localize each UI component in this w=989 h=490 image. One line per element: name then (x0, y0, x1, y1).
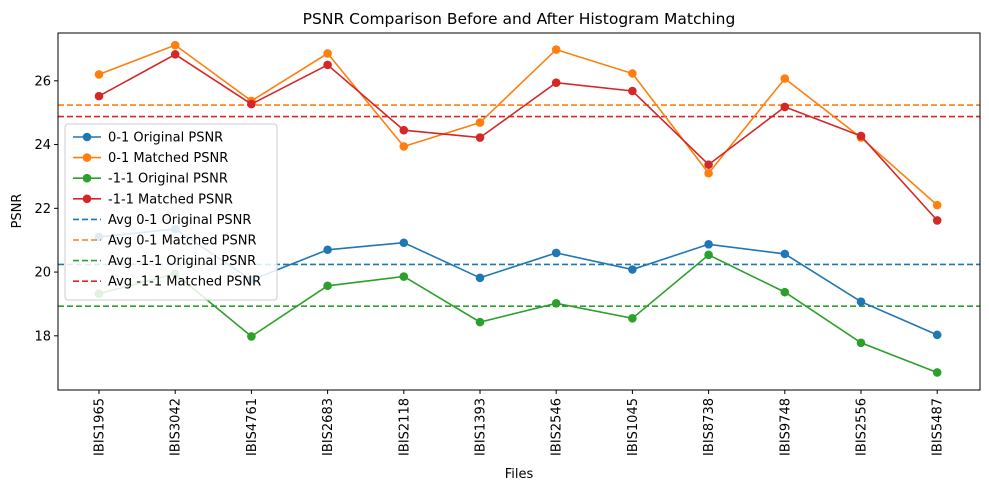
x-tick-label: IBIS2683 (321, 398, 336, 456)
y-tick-label: 26 (34, 74, 51, 89)
data-point (323, 281, 332, 291)
data-point (475, 317, 485, 327)
legend-label: Avg -1-1 Matched PSNR (108, 275, 261, 290)
data-point (475, 133, 485, 142)
x-tick-label: IBIS5487 (931, 398, 946, 456)
data-point (932, 200, 942, 210)
data-point (704, 168, 713, 178)
x-tick-label: IBIS2546 (550, 398, 565, 456)
series-line (98, 253, 938, 374)
data-point (247, 332, 256, 341)
x-tick-label: IBIS3042 (169, 398, 184, 456)
data-point (551, 299, 561, 308)
x-axis: IBIS1965 IBIS3042 IBIS4761 IBIS2683 IBIS2118… (93, 390, 946, 456)
data-point (628, 69, 637, 78)
data-point (170, 50, 180, 59)
data-point (932, 216, 942, 225)
y-axis-label: PSNR (10, 194, 25, 229)
x-tick-label: IBIS1045 (626, 398, 641, 456)
data-point (932, 368, 942, 377)
legend-marker (82, 132, 92, 142)
y-tick-label: 24 (34, 138, 51, 153)
series-line (98, 44, 938, 206)
x-axis-label: Files (505, 467, 534, 482)
x-tick-label: IBIS4761 (245, 398, 260, 456)
data-point (780, 74, 790, 83)
plot-frame (57, 32, 981, 391)
y-tick-label: 20 (34, 266, 51, 281)
data-point (399, 125, 409, 135)
y-axis: 18 20 22 24 26 (34, 74, 58, 344)
data-point (704, 250, 713, 260)
y-tick-label: 18 (34, 329, 51, 344)
legend-label: Avg 0-1 Original PSNR (108, 213, 251, 228)
series-line (98, 53, 938, 221)
x-tick-label: IBIS1393 (474, 398, 489, 456)
data-point (628, 313, 637, 323)
data-point (399, 238, 409, 248)
legend-label: 0-1 Matched PSNR (108, 151, 228, 166)
data-point (932, 330, 942, 340)
data-point (780, 287, 790, 297)
data-point (780, 249, 790, 259)
legend-label: 0-1 Original PSNR (108, 131, 223, 146)
data-point (551, 45, 561, 54)
data-point (628, 265, 637, 274)
data-point (628, 86, 637, 96)
data-point (323, 60, 332, 70)
data-point (475, 118, 485, 127)
x-tick-label: IBIS2556 (855, 398, 870, 456)
legend-label: -1-1 Original PSNR (108, 172, 228, 187)
data-point (551, 248, 561, 258)
data-point (704, 240, 713, 249)
legend-label: -1-1 Matched PSNR (108, 192, 233, 207)
data-point (247, 99, 256, 109)
data-point (94, 91, 104, 101)
x-tick-label: IBIS1965 (93, 398, 108, 456)
legend-marker (82, 194, 92, 204)
legend-marker (82, 173, 92, 183)
data-point (780, 102, 790, 112)
x-tick-label: IBIS8738 (702, 398, 717, 456)
data-point (170, 40, 180, 50)
data-point (94, 70, 104, 79)
data-point (551, 78, 561, 88)
data-point (475, 273, 485, 283)
x-tick-label: IBIS9748 (778, 398, 793, 456)
y-tick-label: 22 (34, 202, 51, 217)
data-point (856, 131, 866, 141)
chart-title: PSNR Comparison Before and After Histogr… (303, 10, 736, 28)
legend: 0-1 Original PSNR 0-1 Matched PSNR -1-1 Or… (64, 123, 278, 301)
data-point (323, 245, 332, 255)
data-point (856, 338, 866, 348)
data-point (399, 272, 409, 281)
x-tick-label: IBIS2118 (397, 398, 412, 456)
legend-label: Avg 0-1 Matched PSNR (108, 234, 256, 249)
data-point (704, 160, 713, 169)
data-point (399, 142, 409, 151)
legend-marker (82, 153, 92, 162)
legend-label: Avg -1-1 Original PSNR (108, 254, 256, 269)
data-point (323, 49, 332, 58)
data-point (856, 297, 866, 307)
legend-box (64, 123, 278, 301)
